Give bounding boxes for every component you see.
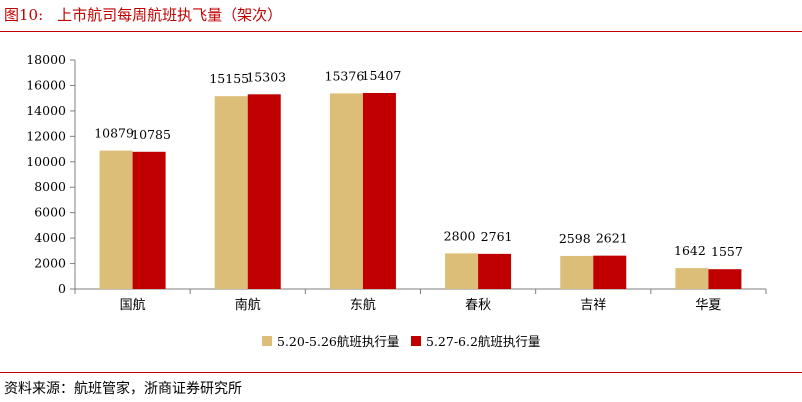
legend-swatch-2: [411, 336, 421, 346]
bar-1: [445, 253, 479, 289]
x-tick-label: 春秋: [465, 298, 491, 313]
legend-swatch-1: [262, 336, 272, 346]
y-tick-label: 4000: [34, 230, 66, 245]
y-tick-label: 14000: [26, 103, 66, 118]
data-label: 15155: [209, 71, 249, 86]
data-label: 10785: [131, 127, 171, 142]
y-tick-label: 8000: [34, 179, 66, 194]
data-label: 10879: [94, 126, 134, 141]
bar-1: [560, 255, 594, 289]
y-tick-label: 12000: [26, 128, 66, 143]
bar-2: [708, 269, 742, 289]
bar-1: [214, 96, 248, 289]
data-label: 2761: [481, 229, 513, 244]
data-label: 1642: [674, 243, 706, 258]
data-label: 15407: [362, 68, 402, 83]
bar-2: [593, 255, 627, 289]
source-note: 资料来源：航班管家，浙商证券研究所: [4, 381, 242, 397]
y-tick-label: 2000: [34, 256, 66, 271]
bar-1: [99, 150, 133, 289]
figure-caption: 上市航司每周航班执飞量（架次）: [57, 6, 283, 24]
figure-label: 图10:: [4, 6, 44, 24]
x-tick-label: 东航: [350, 297, 376, 313]
bar-chart: 0 2000 4000 6000 8000 10000 12000 14000 16000 180…: [26, 52, 767, 349]
x-tick-label: 吉祥: [580, 298, 606, 313]
title-divider: [0, 31, 802, 32]
data-label: 15303: [246, 69, 286, 84]
data-label: 2598: [559, 231, 591, 246]
figure-title: 图10: 上市航司每周航班执飞量（架次）: [4, 4, 282, 25]
legend-label-1: 5.20-5.26航班执行量: [277, 334, 399, 349]
legend-label-2: 5.27-6.2航班执行量: [426, 334, 540, 349]
bar-1: [329, 93, 363, 289]
data-label: 2800: [444, 228, 476, 243]
footer-divider: [0, 372, 802, 373]
y-tick-label: 0: [58, 281, 66, 296]
x-tick-label: 南航: [235, 297, 261, 313]
data-label: 15376: [325, 68, 365, 83]
bar-2: [362, 92, 396, 289]
data-label: 1557: [711, 244, 743, 259]
bar-2: [247, 94, 281, 290]
bar-2: [478, 253, 512, 289]
y-tick-label: 16000: [26, 77, 66, 92]
data-label: 2621: [596, 231, 628, 246]
x-tick-label: 华夏: [695, 298, 721, 313]
bar-1: [675, 268, 709, 289]
y-tick-label: 18000: [26, 52, 66, 67]
y-tick-label: 10000: [26, 154, 66, 169]
y-tick-label: 6000: [34, 205, 66, 220]
bar-2: [132, 151, 166, 289]
x-tick-label: 国航: [120, 297, 146, 313]
